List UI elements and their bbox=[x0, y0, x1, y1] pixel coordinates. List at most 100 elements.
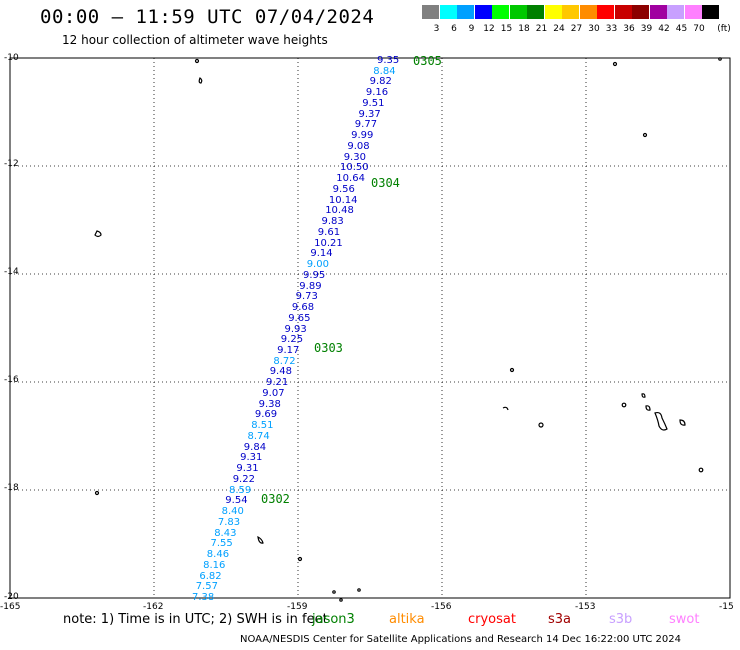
wave-height-value: 9.31 bbox=[240, 452, 263, 464]
scale-swatch bbox=[422, 5, 439, 19]
satellite-label: s3a bbox=[548, 612, 572, 627]
island bbox=[94, 230, 102, 238]
island bbox=[654, 411, 668, 431]
scale-label: 36 bbox=[623, 24, 635, 34]
x-tick-label: -153 bbox=[575, 602, 596, 612]
island bbox=[297, 556, 303, 562]
scale-label: 18 bbox=[518, 24, 530, 34]
scale-swatch bbox=[457, 5, 474, 19]
scale-label: 15 bbox=[500, 24, 513, 34]
wave-height-value: 9.38 bbox=[258, 398, 281, 410]
wave-height-value: 10.50 bbox=[340, 162, 369, 174]
map-subtitle: 12 hour collection of altimeter wave hei… bbox=[62, 33, 328, 47]
scale-label: 42 bbox=[658, 24, 670, 34]
wave-height-value: 9.30 bbox=[343, 151, 366, 163]
y-tick-label: -18 bbox=[4, 483, 19, 493]
scale-swatch bbox=[474, 5, 492, 19]
wave-height-value: 9.82 bbox=[369, 76, 392, 88]
satellite-label: swot bbox=[669, 612, 700, 627]
map-grid bbox=[10, 58, 730, 598]
island bbox=[642, 132, 648, 138]
day-label: 0304 bbox=[371, 176, 400, 190]
wave-height-value: 9.14 bbox=[310, 248, 333, 260]
wave-height-value: 9.07 bbox=[262, 387, 285, 399]
island bbox=[509, 367, 515, 373]
scale-swatch bbox=[649, 5, 667, 19]
scale-swatch bbox=[439, 5, 457, 19]
wave-height-value: 9.73 bbox=[295, 291, 318, 303]
wave-height-value: 9.37 bbox=[358, 108, 381, 120]
scale-label: 33 bbox=[605, 24, 618, 34]
wave-height-value: 9.22 bbox=[232, 473, 255, 485]
y-tick-label: -12 bbox=[4, 159, 19, 169]
scale-label: 24 bbox=[553, 24, 565, 34]
wave-height-value: 9.17 bbox=[277, 344, 300, 356]
scale-swatch bbox=[544, 5, 562, 19]
wave-height-value: 10.14 bbox=[328, 194, 358, 206]
satellite-label: s3b bbox=[609, 612, 633, 627]
wave-height-value: 9.84 bbox=[243, 441, 267, 453]
wave-height-value: 8.72 bbox=[273, 355, 296, 367]
wave-height-value: 9.65 bbox=[288, 312, 311, 324]
scale-swatch bbox=[509, 5, 527, 19]
scale-label: 45 bbox=[675, 24, 688, 34]
island bbox=[612, 61, 618, 67]
island bbox=[257, 535, 264, 544]
y-tick-label: -20 bbox=[4, 592, 19, 602]
scale-label: 30 bbox=[588, 24, 600, 34]
wave-height-value: 9.51 bbox=[362, 97, 385, 109]
island bbox=[718, 57, 722, 61]
scale-swatch bbox=[632, 5, 649, 19]
wave-height-value: 10.64 bbox=[336, 173, 365, 185]
wave-height-value: 9.83 bbox=[321, 216, 344, 228]
wave-height-value: 9.56 bbox=[332, 183, 355, 195]
scale-label: 12 bbox=[483, 24, 495, 34]
scale-swatch bbox=[527, 5, 544, 19]
satellite-label: altika bbox=[389, 612, 425, 627]
x-tick-label: -15 bbox=[719, 602, 734, 612]
day-label: 0303 bbox=[314, 341, 343, 355]
wave-height-value: 8.16 bbox=[203, 559, 226, 571]
wave-height-value: 8.59 bbox=[229, 484, 252, 496]
x-tick-label: -156 bbox=[431, 602, 452, 612]
wave-height-value: 9.31 bbox=[236, 463, 259, 475]
wave-height-value: 10.48 bbox=[325, 205, 354, 217]
map-title: 00:00 — 11:59 UTC 07/04/2024 bbox=[40, 6, 375, 28]
wave-height-value: 9.68 bbox=[291, 302, 315, 314]
island bbox=[502, 406, 509, 411]
island bbox=[198, 77, 203, 84]
scale-unit: (ft) bbox=[717, 24, 731, 34]
wave-height-value: 7.55 bbox=[210, 538, 233, 550]
scale-label: 6 bbox=[451, 24, 457, 34]
scale-label: 3 bbox=[433, 24, 440, 34]
wave-height-value: 8.43 bbox=[214, 527, 237, 539]
scale-swatch bbox=[614, 5, 632, 19]
scale-swatch bbox=[579, 5, 597, 19]
wave-height-value: 9.25 bbox=[280, 334, 304, 346]
wave-height-value: 9.21 bbox=[266, 377, 289, 389]
scale-label: 27 bbox=[570, 24, 583, 34]
island bbox=[339, 598, 343, 602]
scale-label: 9 bbox=[468, 24, 475, 34]
wave-height-value: 8.40 bbox=[221, 506, 244, 518]
units-note: note: 1) Time is in UTC; 2) SWH is in fe… bbox=[63, 612, 328, 627]
wave-height-value: 7.57 bbox=[195, 581, 218, 593]
island bbox=[698, 467, 704, 473]
wave-height-value: 9.48 bbox=[269, 366, 292, 378]
wave-height-value: 9.89 bbox=[299, 280, 322, 292]
scale-swatch bbox=[492, 5, 509, 19]
islands bbox=[94, 57, 722, 602]
island bbox=[679, 419, 686, 426]
map-frame bbox=[9, 57, 731, 599]
satellite-label: cryosat bbox=[468, 612, 516, 627]
island bbox=[538, 422, 544, 428]
wave-height-value: 8.46 bbox=[206, 549, 230, 561]
island bbox=[94, 490, 100, 496]
wave-height-value: 9.69 bbox=[254, 409, 278, 421]
x-tick-label: -162 bbox=[143, 602, 164, 612]
wave-height-value: 9.35 bbox=[377, 55, 400, 66]
credit-footer: NOAA/NESDIS Center for Satellite Applica… bbox=[240, 634, 682, 645]
y-tick-label: -16 bbox=[4, 375, 19, 385]
wave-height-value: 9.16 bbox=[365, 87, 389, 99]
